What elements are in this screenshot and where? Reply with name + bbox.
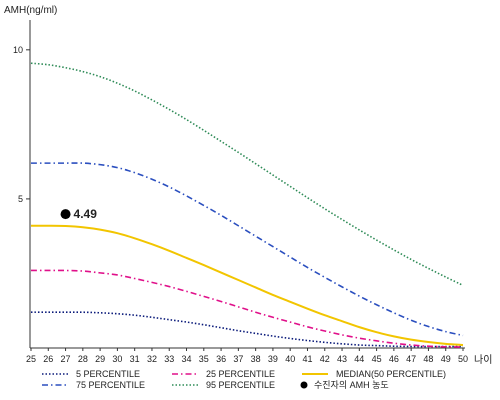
series-layer [30,62,464,348]
x-tick-label: 37 [233,354,243,364]
x-tick-label: 46 [389,354,399,364]
legend-label-75-percentile: 75 PERCENTILE [76,380,145,390]
patient-amh-value-label: 4.49 [74,207,98,221]
x-tick-label: 39 [268,354,278,364]
series-line-5-percentile [30,311,463,348]
legend-label-median-50-percentile: MEDIAN(50 PERCENTILE) [336,369,446,379]
legend-label-amh: 수진자의 AMH 농도 [314,380,389,390]
x-tick-label: 40 [285,354,295,364]
legend-label-95-percentile: 95 PERCENTILE [206,380,275,390]
legend-label-25-percentile: 25 PERCENTILE [206,369,275,379]
x-tick-label: 28 [78,354,88,364]
x-tick-label: 49 [441,354,451,364]
x-tick-label: 45 [372,354,382,364]
x-tick-label: 44 [354,354,364,364]
x-tick-label: 47 [406,354,416,364]
series-line-25-percentile [30,269,464,348]
y-tick-label: 5 [18,194,23,204]
x-tick-label: 34 [182,354,192,364]
x-tick-label: 26 [43,354,53,364]
y-axis-title: AMH(ng/ml) [4,5,57,16]
x-tick-label: 38 [251,354,261,364]
x-tick-label: 33 [164,354,174,364]
x-tick-label: 42 [320,354,330,364]
x-tick-label: 31 [130,354,140,364]
x-tick-label: 41 [302,354,312,364]
marker-layer: 4.49 [60,207,98,221]
y-tick-label: 10 [13,45,23,55]
x-tick-label: 43 [337,354,347,364]
x-tick-label: 30 [112,354,122,364]
x-tick-label: 50 [458,354,468,364]
x-tick-label: 36 [216,354,226,364]
x-axis-title: 나이 [474,354,492,366]
legend: 5 PERCENTILE 25 PERCENTILE MEDIAN(50 PERCE… [42,369,446,390]
x-tick-label: 27 [61,354,71,364]
patient-amh-marker [60,209,71,220]
x-tick-label: 32 [147,354,157,364]
series-line-median-50-percentile [30,224,464,347]
y-axis-ticks: 5 10 [13,45,30,204]
x-tick-label: 25 [26,354,36,364]
series-line-95-percentile [30,62,464,287]
legend-label-5-percentile: 5 PERCENTILE [76,369,140,379]
x-axis-ticks: 25 26 27 28 29 30 31 32 33 34 35 36 37 38 39 40 41 42 43 44… [26,348,468,364]
legend-swatch-amh [300,381,308,389]
x-tick-label: 35 [199,354,209,364]
series-line-75-percentile [31,162,464,337]
x-tick-label: 29 [95,354,105,364]
x-tick-label: 48 [423,354,433,364]
